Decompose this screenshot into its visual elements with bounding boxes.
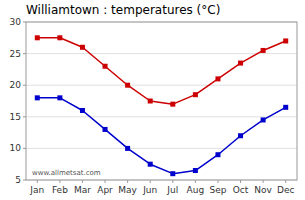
- point-marker: [170, 102, 175, 107]
- point-marker: [125, 83, 130, 88]
- x-tick: [105, 180, 106, 183]
- point-marker: [261, 117, 266, 122]
- x-tick: [285, 180, 286, 183]
- point-marker: [103, 64, 108, 69]
- grid-line: [26, 116, 297, 117]
- point-marker: [283, 105, 288, 110]
- x-tick-label: Aug: [187, 185, 205, 195]
- watermark: www.allmetsat.com: [32, 169, 101, 177]
- x-tick: [172, 180, 173, 183]
- x-tick: [263, 180, 264, 183]
- y-tick: [23, 22, 26, 23]
- x-tick-label: Mar: [74, 185, 91, 195]
- x-tick-label: Feb: [52, 185, 68, 195]
- y-tick-label: 10: [10, 143, 22, 153]
- point-marker: [35, 35, 40, 40]
- point-marker: [148, 99, 153, 104]
- y-tick-label: 20: [10, 80, 22, 90]
- y-tick: [23, 85, 26, 86]
- x-tick-label: May: [118, 185, 137, 195]
- point-marker: [261, 48, 266, 53]
- point-marker: [238, 61, 243, 66]
- data: [35, 35, 288, 176]
- x-tick-label: Apr: [97, 185, 113, 195]
- y-tick: [23, 180, 26, 181]
- x-tick-label: Jul: [166, 185, 178, 195]
- x-tick-label: Jan: [29, 185, 44, 195]
- y-tick-label: 5: [15, 175, 21, 185]
- grid-line: [26, 85, 297, 86]
- point-marker: [238, 133, 243, 138]
- y-tick-label: 15: [10, 112, 21, 122]
- x-tick-label: Oct: [233, 185, 249, 195]
- x-tick-label: Dec: [277, 185, 294, 195]
- x-tick-label: Nov: [254, 185, 272, 195]
- point-marker: [103, 127, 108, 132]
- point-marker: [193, 168, 198, 173]
- point-marker: [170, 171, 175, 176]
- x-tick: [195, 180, 196, 183]
- point-marker: [215, 152, 220, 157]
- series-line: [37, 98, 285, 174]
- x-tick: [217, 180, 218, 183]
- point-marker: [57, 35, 62, 40]
- point-marker: [283, 38, 288, 43]
- x-tick: [150, 180, 151, 183]
- x-axis: Jan Feb Mar Apr May Jun Jul Aug Sep Oct Nov Dec: [29, 180, 294, 195]
- point-marker: [125, 146, 130, 151]
- grid-line: [26, 148, 297, 149]
- y-tick-label: 25: [10, 49, 21, 59]
- y-axis: 5 10 15 20 25 30: [10, 17, 26, 185]
- chart: 5 10 15 20 25 30 Jan Feb Mar Apr May Jun Jul Aug Sep Oc…: [0, 0, 305, 200]
- point-marker: [35, 95, 40, 100]
- x-tick: [240, 180, 241, 183]
- y-tick-label: 30: [10, 17, 22, 27]
- x-tick: [59, 180, 60, 183]
- point-marker: [215, 76, 220, 81]
- point-marker: [193, 92, 198, 97]
- x-tick: [82, 180, 83, 183]
- title: Williamtown : temperatures (°C): [26, 3, 220, 17]
- x-tick-label: Sep: [209, 185, 226, 195]
- point-marker: [57, 95, 62, 100]
- x-tick: [37, 180, 38, 183]
- y-tick: [23, 148, 26, 149]
- y-tick: [23, 53, 26, 54]
- point-marker: [148, 162, 153, 167]
- grid: [26, 22, 297, 180]
- y-tick: [23, 116, 26, 117]
- x-tick: [127, 180, 128, 183]
- plot-frame: [26, 22, 297, 180]
- point-marker: [80, 45, 85, 50]
- series-line: [37, 38, 285, 104]
- x-tick-label: Jun: [142, 185, 157, 195]
- point-marker: [80, 108, 85, 113]
